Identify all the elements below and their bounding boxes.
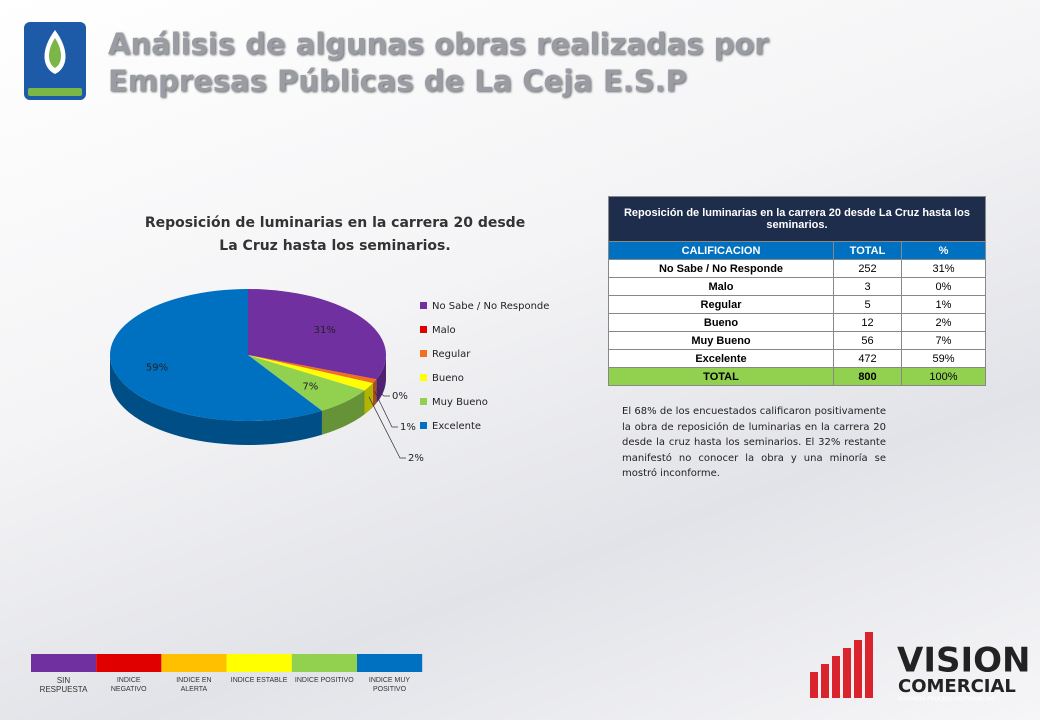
legend-swatch	[420, 302, 427, 309]
cell: 31%	[901, 259, 986, 278]
table-row: Regular 5 1%	[608, 295, 986, 314]
data-label: 31%	[314, 325, 336, 336]
data-label: 7%	[302, 382, 318, 393]
cell: 12	[833, 313, 902, 332]
header-cell: TOTAL	[833, 241, 902, 260]
scale-label: INDICE ESTABLE	[230, 677, 288, 684]
table-header: CALIFICACION TOTAL%	[608, 241, 986, 260]
legend-swatch	[420, 374, 427, 381]
leader-line	[368, 396, 406, 459]
scale-swatch	[96, 654, 162, 672]
scale-swatch	[226, 654, 292, 672]
cell: 56	[833, 331, 902, 350]
leader-line	[376, 389, 390, 397]
cell: Bueno	[608, 313, 834, 332]
cell: 2%	[901, 313, 986, 332]
pie-slice	[248, 355, 377, 384]
legend-swatch	[420, 350, 427, 357]
cell: Malo	[608, 277, 834, 296]
total-cell: TOTAL	[608, 367, 834, 386]
scale-label-box: INDICE EN ALERTA	[176, 677, 212, 693]
brand-name: VISION	[897, 641, 1030, 681]
legend-label: Muy Bueno	[432, 397, 488, 408]
scale-label-box: INDICE POSITIVO	[294, 677, 354, 684]
cell: No Sabe / No Responde	[608, 259, 834, 278]
data-label: 59%	[146, 363, 168, 374]
pie-slice	[248, 355, 365, 411]
data-label: 2%	[408, 453, 424, 464]
slice-side	[364, 383, 373, 415]
data-label: 0%	[392, 391, 408, 402]
table-total: TOTAL 800 100%	[608, 367, 986, 386]
scale-label: INDICE NEGATIVO	[110, 677, 147, 693]
legend-label: Bueno	[432, 373, 464, 384]
pie-slice	[248, 289, 387, 380]
leader-line	[374, 391, 398, 428]
brand-tagline: BUSINESS PROCESS OUTSOURCING	[898, 697, 996, 703]
legend-label: Malo	[432, 325, 456, 336]
cell: 252	[833, 259, 902, 278]
scale-label-box: INDICE MUY POSITIVO	[368, 677, 411, 693]
scale-swatch	[161, 654, 227, 672]
table-row: Bueno 12 2%	[608, 313, 986, 332]
title-line: Análisis de algunas obras realizadas por	[108, 27, 769, 61]
legend-label: Excelente	[432, 421, 481, 432]
title-line: Empresas Públicas de La Ceja E.S.P	[108, 64, 687, 98]
slice-side	[110, 355, 322, 445]
cell: Regular	[608, 295, 834, 314]
slice-side	[372, 379, 377, 408]
scale-swatch	[291, 654, 357, 672]
brand-sub: COMERCIAL	[898, 676, 1016, 697]
table-title: Reposición de luminarias en la carrera 2…	[608, 196, 986, 242]
total-cell: 800	[833, 367, 902, 386]
data-label: 1%	[400, 422, 416, 433]
table-row: Muy Bueno 56 7%	[608, 331, 986, 350]
cell: 3	[833, 277, 902, 296]
total-cell: 100%	[901, 367, 986, 386]
paragraph: El 68% de los encuestados calificaron po…	[622, 406, 886, 479]
cell: Excelente	[608, 349, 834, 368]
scale-swatch	[357, 654, 423, 672]
vision-logo: VISION COMERCIAL BUSINESS PROCESS OUTSOU…	[810, 632, 1030, 703]
scale-label-box: SIN RESPUESTA	[39, 676, 88, 694]
legend-swatch	[420, 422, 427, 429]
legend-label: Regular	[432, 349, 471, 360]
pie-slice	[109, 289, 322, 421]
slide-title: Análisis de algunas obras realizadas por…	[108, 26, 769, 100]
scale-label: INDICE EN ALERTA	[176, 677, 212, 693]
scale-label: INDICE MUY POSITIVO	[368, 677, 411, 693]
pie-slice	[248, 355, 373, 391]
pie-chart: 31% 0% 1% 2% 7% 59% No Sabe / No Responde Malo R…	[109, 289, 549, 464]
slice-side	[321, 390, 365, 435]
cell: Muy Bueno	[608, 331, 834, 350]
cell: 1%	[901, 295, 986, 314]
cell: 0%	[901, 277, 986, 296]
table-row: Malo 3 0%	[608, 277, 986, 296]
header-cell: %	[901, 241, 986, 260]
cell: 59%	[901, 349, 986, 368]
chart-title: Reposición de luminarias en la carrera 2…	[144, 215, 526, 254]
legend-swatch	[420, 398, 427, 405]
legend-label: No Sabe / No Responde	[432, 301, 549, 312]
table-row: No Sabe / No Responde 252 31%	[608, 259, 986, 278]
header-cell: CALIFICACION	[608, 241, 834, 260]
cell: 5	[833, 295, 902, 314]
scale-label-box: INDICE ESTABLE	[230, 677, 288, 684]
legend-swatch	[420, 326, 427, 333]
table-title-row: Reposición de luminarias en la carrera 2…	[608, 196, 986, 242]
scale-label: SIN RESPUESTA	[39, 676, 88, 694]
logo	[24, 22, 86, 100]
scale-label: INDICE POSITIVO	[294, 677, 354, 684]
table-row: Excelente 472 59%	[608, 349, 986, 368]
scale-label-box: INDICE NEGATIVO	[110, 677, 147, 693]
color-scale: SIN RESPUESTA INDICE NEGATIVO INDICE EN AL…	[31, 654, 423, 694]
cell: 7%	[901, 331, 986, 350]
scale-swatch	[31, 654, 97, 672]
data-table: Reposición de luminarias en la carrera 2…	[608, 196, 986, 386]
cell: 472	[833, 349, 902, 368]
